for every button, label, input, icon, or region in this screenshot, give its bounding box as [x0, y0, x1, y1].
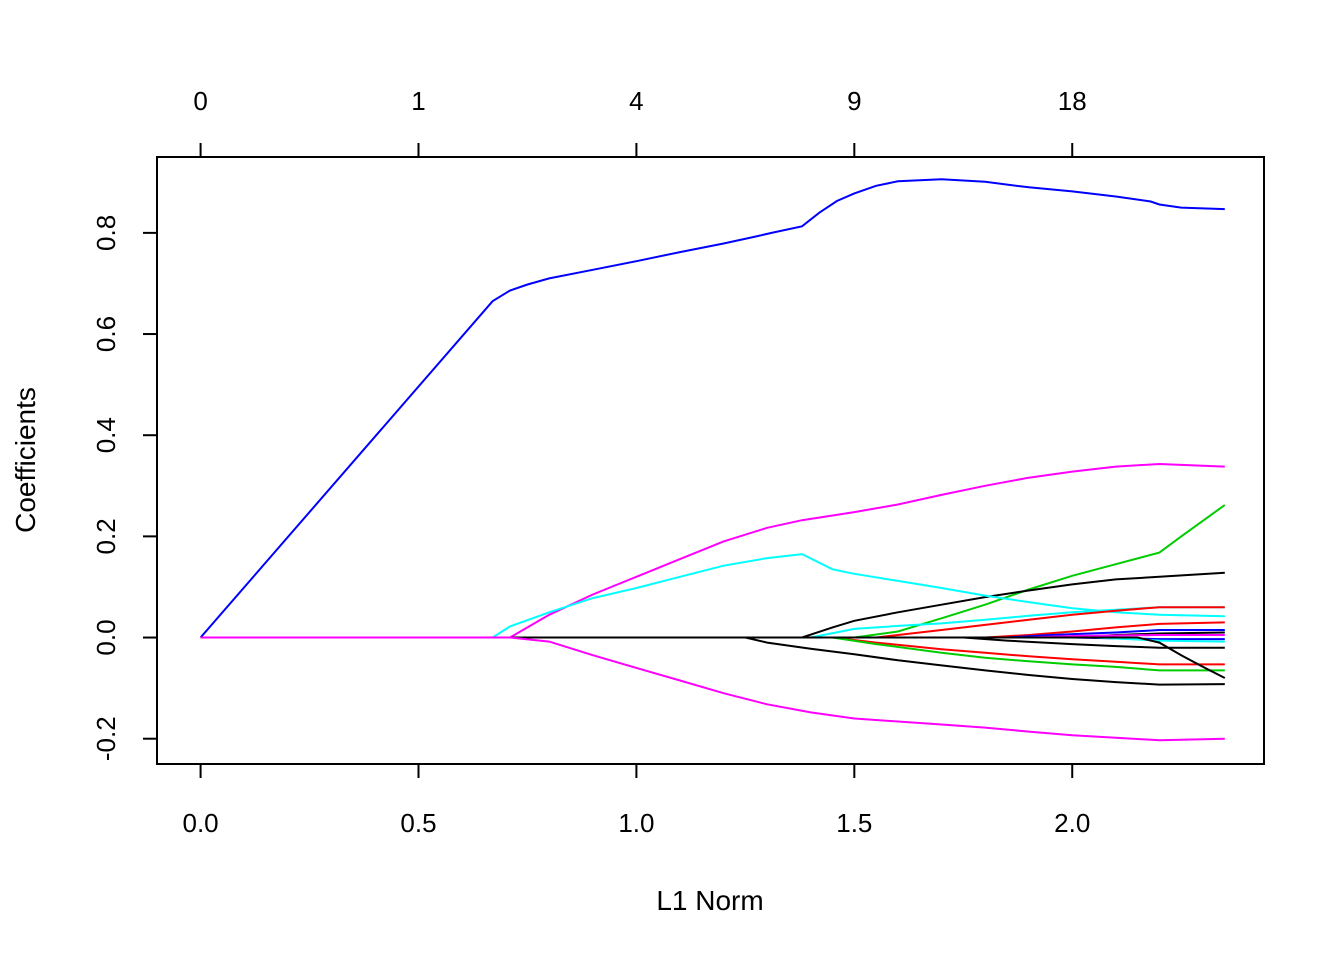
series-layer	[199, 178, 1226, 742]
y-tick-label: 0.0	[91, 619, 121, 655]
x-tick-label: 1.5	[836, 808, 872, 838]
x-tick-label: 0.0	[183, 808, 219, 838]
series-line-19	[200, 636, 1225, 742]
series-line-17	[200, 636, 1226, 679]
x-axis: 0.0 0.5 1.0 1.5 2.0	[183, 763, 1090, 838]
series-line-5	[200, 553, 1225, 639]
top-tick-label: 0	[193, 86, 207, 116]
y-tick-label: 0.2	[91, 518, 121, 554]
series-line-4	[200, 571, 1225, 639]
series-line-1	[199, 178, 1225, 639]
y-tick-label: -0.2	[91, 716, 121, 761]
y-axis-title: Coefficients	[10, 387, 41, 533]
series-line-16	[200, 636, 1225, 672]
y-tick-label: 0.6	[91, 316, 121, 352]
y-tick-label: 0.8	[91, 215, 121, 251]
series-line-2	[200, 462, 1225, 639]
top-tick-label: 4	[629, 86, 643, 116]
series-line-18	[200, 636, 1225, 686]
y-tick-label: 0.4	[91, 417, 121, 453]
x-tick-label: 2.0	[1054, 808, 1090, 838]
x-tick-label: 1.0	[618, 808, 654, 838]
series-line-7	[200, 606, 1225, 639]
x-tick-label: 0.5	[400, 808, 436, 838]
top-tick-label: 18	[1058, 86, 1087, 116]
top-tick-label: 1	[411, 86, 425, 116]
x-axis-title: L1 Norm	[656, 885, 763, 916]
top-axis: 0 1 4 9 18	[193, 86, 1087, 158]
top-tick-label: 9	[847, 86, 861, 116]
y-axis: -0.2 0.0 0.2 0.4 0.6 0.8	[91, 215, 158, 761]
